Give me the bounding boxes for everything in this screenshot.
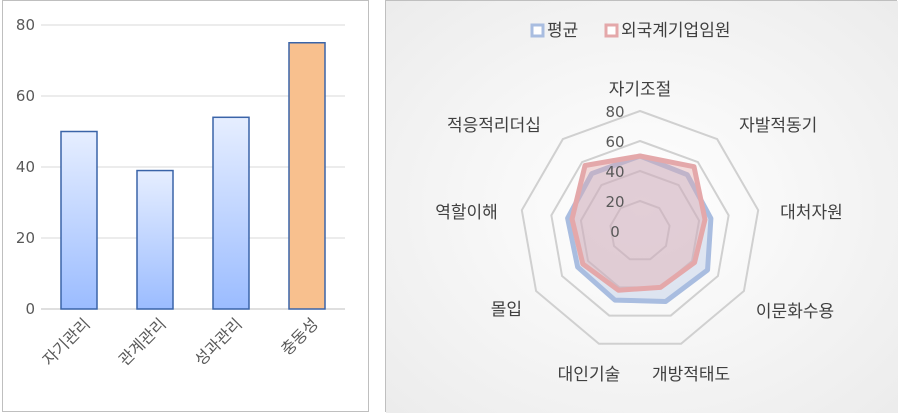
radar-tick-label: 40 [605, 163, 624, 181]
radar-grid-ring [520, 109, 760, 345]
radar-category-label: 대인기술 [558, 365, 621, 385]
y-tick-label: 40 [16, 158, 35, 176]
x-category-label: 관계관리 [115, 314, 170, 369]
radar-category-label: 개방적태도 [652, 365, 730, 385]
y-tick-label: 80 [16, 16, 35, 34]
radar-tick-label: 0 [610, 223, 620, 241]
radar-tick-label: 20 [605, 193, 624, 211]
bar-충동성 [288, 42, 326, 310]
radar-tick-label: 60 [605, 133, 624, 151]
radar-category-label: 역할이해 [435, 203, 498, 223]
radar-category-label: 자발적동기 [739, 116, 817, 136]
legend-swatch [530, 23, 545, 38]
legend-label: 외국계기업임원 [621, 21, 730, 41]
x-category-label: 성과관리 [191, 314, 246, 369]
bar-chart-panel: 0 20 40 60 80 자기관리 관계관리 성과관리 충동성 [2, 0, 369, 412]
radar-category-label: 대처자원 [780, 203, 843, 223]
x-category-label: 충동성 [277, 314, 322, 359]
bar-관계관리 [136, 169, 174, 310]
radar-grid-ring [609, 199, 671, 261]
x-category-label: 자기관리 [39, 314, 94, 369]
radar-category-label: 몰입 [491, 300, 522, 320]
legend-swatch [604, 23, 619, 38]
y-tick-label: 60 [16, 87, 35, 105]
radar-category-label: 적응적리더십 [447, 116, 541, 136]
y-tick-label: 0 [25, 300, 35, 318]
radar-category-label: 자기조절 [609, 80, 672, 100]
radar-series-외국계기업임원 [569, 153, 708, 293]
y-tick-label: 20 [16, 229, 35, 247]
legend: 평균 외국계기업임원 [530, 21, 730, 41]
bar-자기관리 [60, 130, 98, 310]
radar-grid-ring [550, 139, 730, 317]
bar-chart: 0 20 40 60 80 자기관리 관계관리 성과관리 충동성 [16, 16, 345, 369]
radar-tick-label: 80 [605, 103, 624, 121]
radar-category-label: 이문화수용 [756, 302, 834, 322]
bar-성과관리 [212, 116, 250, 310]
legend-label: 평균 [547, 21, 578, 41]
